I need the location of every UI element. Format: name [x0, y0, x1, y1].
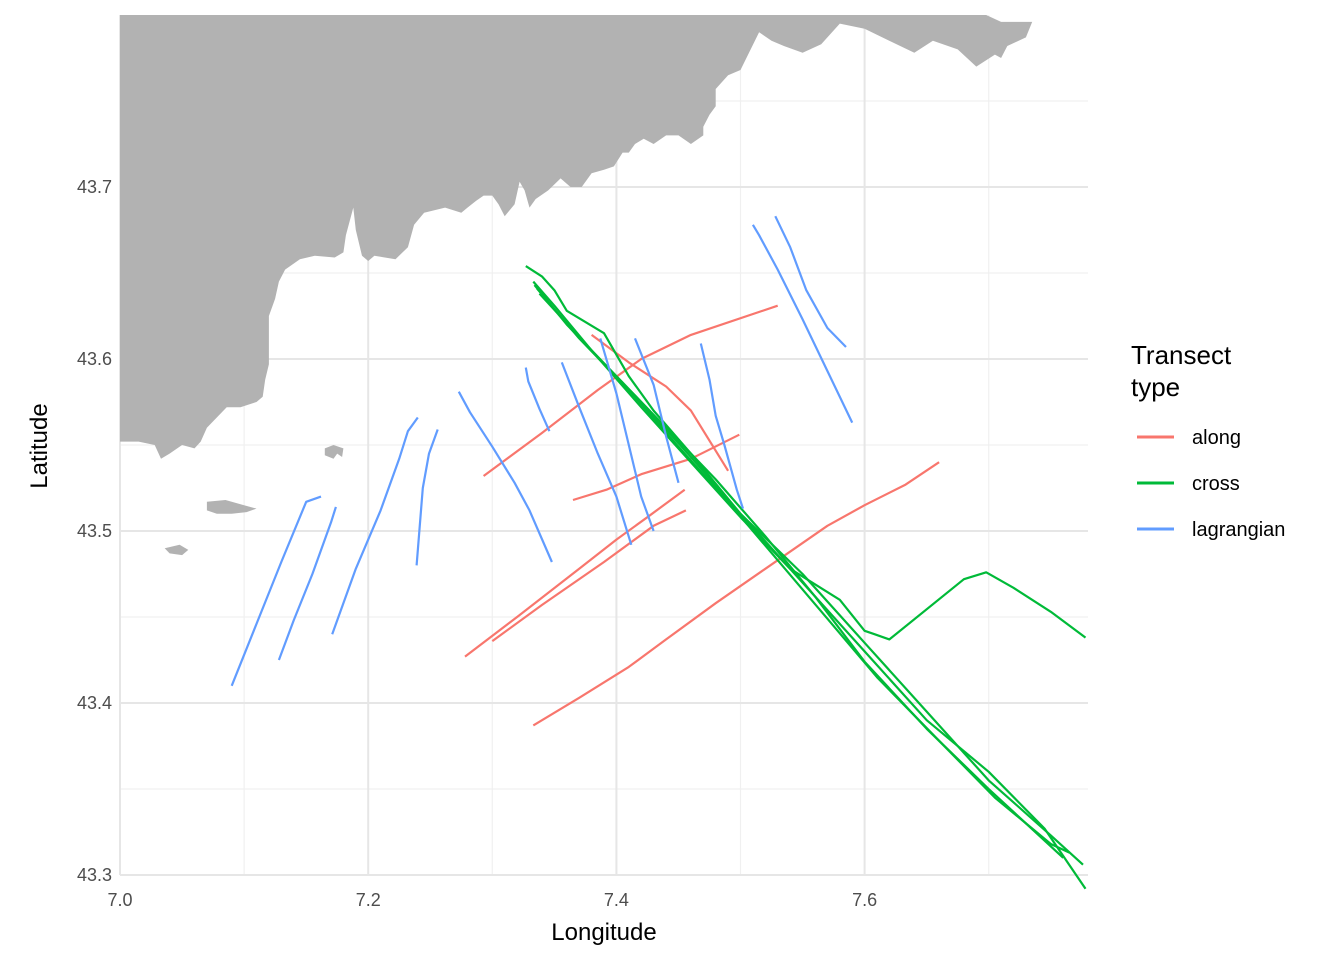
- legend-item-lagrangian: lagrangian: [1137, 519, 1285, 541]
- y-tick-label: 43.4: [77, 693, 112, 713]
- transect-line-lagrangian: [699, 343, 745, 509]
- island-land: [324, 445, 344, 459]
- transect-lines: [230, 215, 1087, 890]
- transect-line-lagrangian: [599, 338, 655, 532]
- x-axis-title: Longitude: [551, 919, 656, 946]
- legend-item-cross: cross: [1137, 473, 1240, 495]
- y-tick-label: 43.6: [77, 349, 112, 369]
- transect-line-along: [491, 509, 687, 642]
- legend-label-along: along: [1192, 427, 1241, 449]
- transect-line-lagrangian: [751, 224, 854, 424]
- transect-line-lagrangian: [524, 367, 551, 432]
- transect-line-lagrangian: [415, 429, 439, 566]
- transect-line-cross: [525, 265, 1084, 866]
- transect-line-along: [464, 488, 686, 658]
- x-tick-label: 7.6: [852, 890, 877, 910]
- legend-item-along: along: [1137, 427, 1241, 449]
- y-tick-label: 43.3: [77, 865, 112, 885]
- coastline-land: [120, 15, 1033, 459]
- x-tick-label: 7.0: [107, 890, 132, 910]
- transect-line-lagrangian: [230, 495, 322, 687]
- transect-line-along: [482, 304, 779, 477]
- y-axis-title: Latitude: [26, 403, 53, 488]
- transect-line-along: [572, 433, 740, 502]
- transect-line-along: [532, 461, 940, 727]
- x-tick-label: 7.4: [604, 890, 629, 910]
- legend-title-line-1: Transect: [1131, 340, 1232, 370]
- legend-title-line-2: type: [1131, 372, 1180, 402]
- transect-line-lagrangian: [277, 506, 337, 661]
- legend-label-lagrangian: lagrangian: [1192, 519, 1285, 541]
- x-tick-label: 7.2: [356, 890, 381, 910]
- y-tick-label: 43.5: [77, 521, 112, 541]
- axis-tick-labels: 7.0 7.2 7.4 7.6 43.3 43.4 43.5 43.6 43.7: [77, 177, 877, 910]
- y-tick-label: 43.7: [77, 177, 112, 197]
- transect-line-lagrangian: [331, 416, 419, 635]
- island-land: [164, 544, 189, 556]
- legend-label-cross: cross: [1192, 473, 1240, 495]
- transect-line-lagrangian: [457, 391, 553, 563]
- transect-line-cross: [536, 287, 1070, 854]
- island-land: [206, 500, 257, 514]
- transect-line-lagrangian: [560, 362, 633, 546]
- transect-line-cross: [538, 292, 1087, 641]
- transect-line-lagrangian: [633, 337, 680, 484]
- legend: Transect type along cross lagrangian: [1131, 340, 1285, 541]
- transect-line-lagrangian: [774, 215, 847, 348]
- land-mass: [120, 15, 1033, 556]
